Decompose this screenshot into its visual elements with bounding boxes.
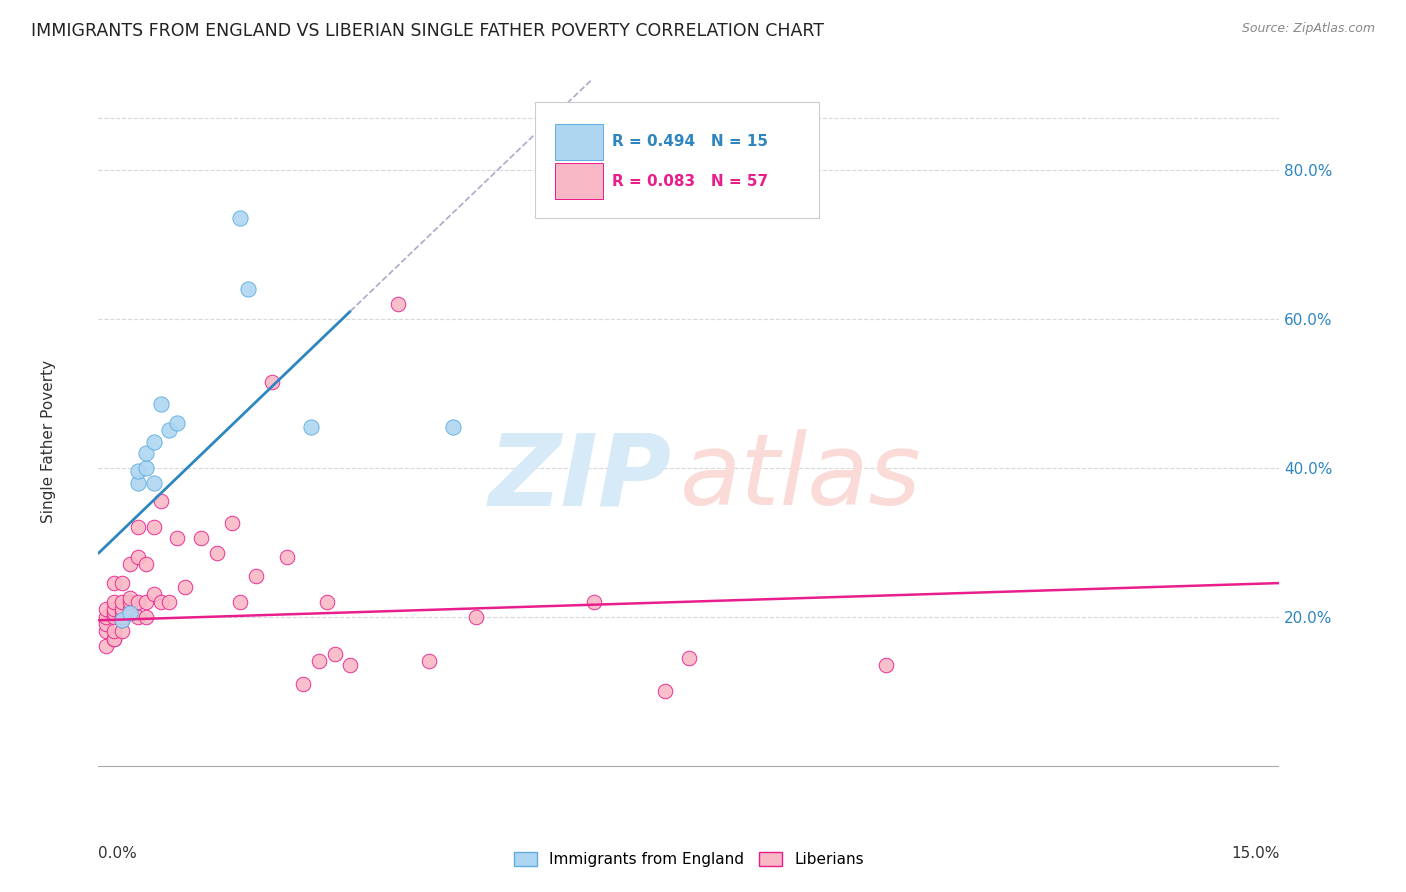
Text: R = 0.083   N = 57: R = 0.083 N = 57 [612,174,768,189]
Point [157,423,180,437]
Text: 0.0%: 0.0% [98,847,138,861]
Point [111,595,134,609]
Point [103,609,125,624]
Text: Single Father Poverty: Single Father Poverty [41,360,56,523]
Point [465,609,488,624]
Point [96,602,118,616]
Point [96,624,118,639]
Point [260,375,283,389]
Point [157,595,180,609]
Point [142,520,165,534]
Point [678,650,700,665]
Point [142,475,165,490]
FancyBboxPatch shape [555,163,603,200]
Point [205,546,228,560]
Point [118,606,141,620]
Point [127,475,149,490]
Point [441,419,464,434]
Point [150,595,173,609]
Point [103,595,125,609]
Point [103,632,125,646]
FancyBboxPatch shape [536,102,818,218]
Point [118,558,141,572]
Point [111,613,134,627]
Point [190,532,212,546]
Point [135,446,157,460]
Point [111,613,134,627]
Point [315,595,337,609]
Point [127,464,149,478]
Legend: Immigrants from England, Liberians: Immigrants from England, Liberians [506,845,872,875]
Point [135,558,157,572]
Point [166,532,188,546]
Text: Source: ZipAtlas.com: Source: ZipAtlas.com [1241,22,1375,36]
Point [135,609,157,624]
Point [654,684,676,698]
Point [127,549,149,564]
Text: 15.0%: 15.0% [1232,847,1279,861]
Point [875,658,897,673]
Point [276,549,298,564]
Text: IMMIGRANTS FROM ENGLAND VS LIBERIAN SINGLE FATHER POVERTY CORRELATION CHART: IMMIGRANTS FROM ENGLAND VS LIBERIAN SING… [31,22,824,40]
Point [127,595,149,609]
Point [127,609,149,624]
FancyBboxPatch shape [555,124,603,160]
Point [96,609,118,624]
Point [127,520,149,534]
Point [142,434,165,449]
Point [339,658,361,673]
Point [135,460,157,475]
Point [229,211,252,225]
Point [245,568,267,582]
Point [387,297,409,311]
Point [174,580,197,594]
Point [111,606,134,620]
Point [96,640,118,654]
Text: R = 0.494   N = 15: R = 0.494 N = 15 [612,134,768,149]
Point [111,609,134,624]
Point [103,576,125,591]
Point [103,632,125,646]
Text: ZIP: ZIP [488,429,671,526]
Point [111,624,134,639]
Point [142,587,165,601]
Point [111,602,134,616]
Point [103,602,125,616]
Text: atlas: atlas [679,429,921,526]
Point [103,606,125,620]
Point [150,397,173,411]
Point [308,654,330,668]
Point [299,419,322,434]
Point [166,416,188,430]
Point [118,591,141,605]
Point [323,647,346,661]
Point [103,624,125,639]
Point [118,602,141,616]
Point [583,595,606,609]
Point [111,576,134,591]
Point [96,617,118,632]
Point [150,494,173,508]
Point [292,676,315,690]
Point [418,654,440,668]
Point [229,595,252,609]
Point [236,282,259,296]
Point [135,595,157,609]
Point [118,595,141,609]
Point [221,516,243,531]
